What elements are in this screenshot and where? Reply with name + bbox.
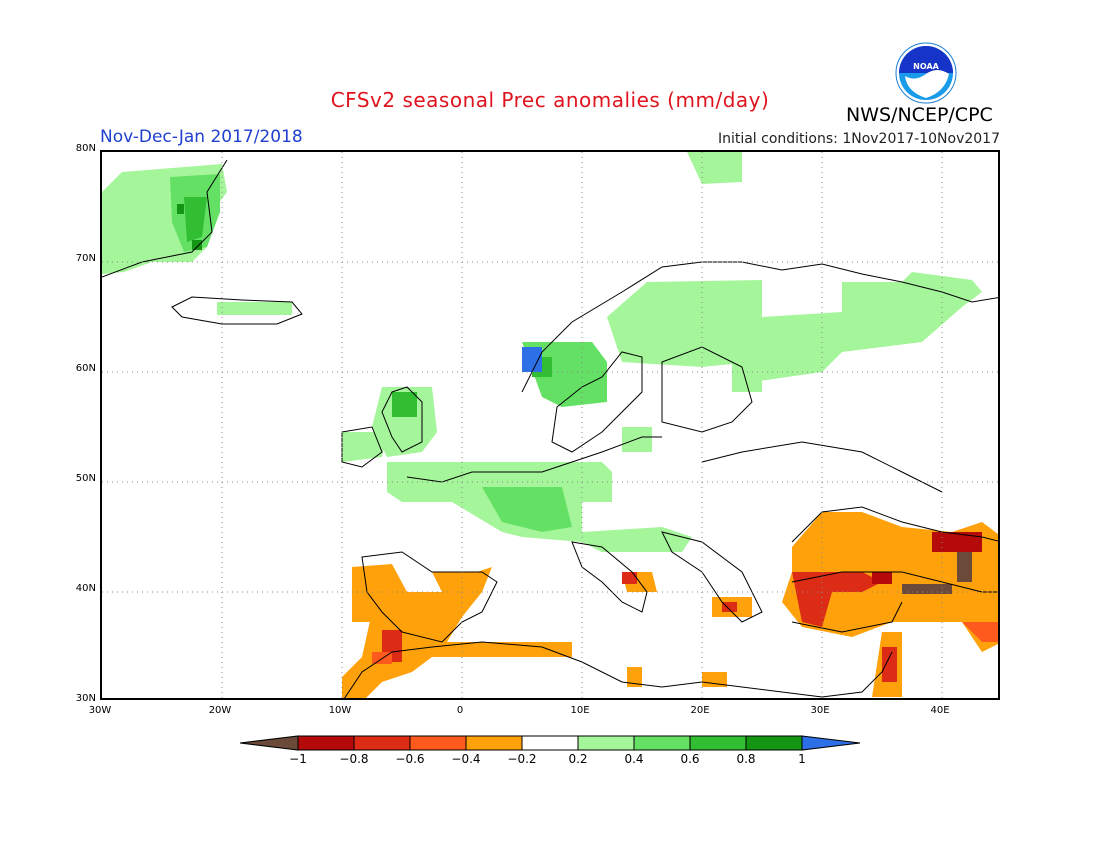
latitude-tick-label: 70N [75, 253, 96, 264]
colorbar-segment [801, 735, 861, 751]
latitude-tick-label: 50N [75, 473, 96, 484]
colorbar-segment [689, 735, 747, 751]
latitude-tick-label: 60N [75, 363, 96, 374]
colorbar-segment [521, 735, 579, 751]
colorbar-segment [745, 735, 803, 751]
colorbar-tick-label: −0.4 [451, 752, 481, 766]
map-title: CFSv2 seasonal Prec anomalies (mm/day) [330, 88, 770, 112]
longitude-tick-label: 0 [456, 705, 464, 716]
noaa-logo-icon: NOAA [895, 42, 957, 104]
colorbar [240, 735, 861, 751]
colorbar-tick-label: −0.6 [395, 752, 425, 766]
colorbar-tick-label: −1 [289, 752, 307, 766]
coastlines [102, 159, 998, 698]
initial-conditions: Initial conditions: 1Nov2017-10Nov2017 [717, 131, 1000, 147]
longitude-tick-label: 30E [810, 705, 830, 716]
colorbar-segment [240, 735, 299, 751]
svg-text:NOAA: NOAA [913, 62, 939, 71]
colorbar-tick-label: 0.4 [624, 752, 644, 766]
longitude-tick-label: 20E [690, 705, 710, 716]
colorbar-tick-label: −0.2 [507, 752, 537, 766]
colorbar-segment [465, 735, 523, 751]
latitude-tick-label: 30N [75, 693, 96, 704]
graticule [102, 152, 998, 698]
colorbar-tick-label: −0.8 [339, 752, 369, 766]
colorbar-segment [297, 735, 355, 751]
colorbar-tick-label: 0.2 [568, 752, 588, 766]
longitude-tick-label: 40E [930, 705, 950, 716]
map-area [100, 150, 1000, 700]
longitude-tick-label: 10E [570, 705, 590, 716]
colorbar-segment [353, 735, 411, 751]
colorbar-segment [577, 735, 635, 751]
forecast-period: Nov-Dec-Jan 2017/2018 [100, 127, 303, 147]
latitude-tick-label: 40N [75, 583, 96, 594]
colorbar-segment [633, 735, 691, 751]
longitude-tick-label: 30W [88, 705, 112, 716]
latitude-tick-label: 80N [75, 143, 96, 154]
map-canvas [102, 152, 998, 698]
longitude-tick-label: 10W [328, 705, 352, 716]
agency-label: NWS/NCEP/CPC [846, 104, 993, 126]
longitude-tick-label: 20W [208, 705, 232, 716]
colorbar-tick-label: 0.6 [680, 752, 700, 766]
colorbar-segment [409, 735, 467, 751]
colorbar-tick-label: 0.8 [736, 752, 756, 766]
colorbar-tick-label: 1 [798, 752, 806, 766]
